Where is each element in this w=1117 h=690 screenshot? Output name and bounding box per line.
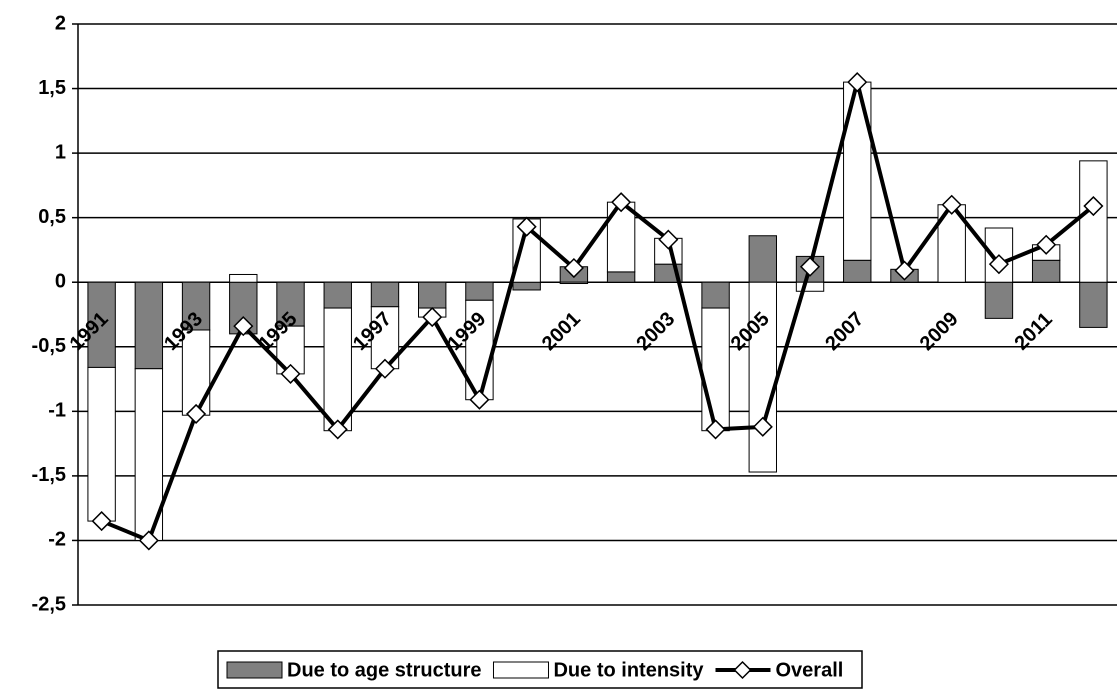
bar [701,307,730,432]
bar [370,306,400,370]
marker [138,530,159,551]
bar [276,281,305,327]
bar [323,307,352,432]
bar [134,281,164,370]
marker [658,229,679,250]
marker [847,72,868,93]
y-tick-label: 0 [55,271,66,293]
legend: Due to age structure Due to intensity Over… [217,650,863,689]
bar [87,366,116,522]
x-tick-label: 2011 [1011,308,1057,354]
y-tick-label: 0,5 [38,206,66,228]
marker [1083,195,1104,217]
y-tick-label: -2,5 [32,593,66,615]
y-tick-label: 1 [55,141,66,163]
bar [748,235,777,283]
marker [91,511,112,532]
marker [941,194,962,215]
bar [984,281,1014,319]
bar [512,281,541,291]
bar [1079,160,1108,283]
bar [795,281,825,292]
bar [559,281,589,285]
marker [988,254,1009,275]
bar [843,259,872,283]
legend-label: Due to age structure [287,659,481,681]
marker [186,403,207,424]
bar [418,281,447,309]
marker [422,307,443,328]
marker [516,216,537,237]
bar [87,281,116,368]
y-tick-label: 1,5 [38,77,66,99]
bar [701,281,730,309]
marker [563,257,584,279]
bar [370,281,400,308]
marker [374,358,396,379]
legend-label: Due to intensity [553,659,704,681]
marker [611,192,632,213]
y-tick-label: -2 [48,529,66,551]
marker [799,256,821,277]
y-tick-label: -1,5 [32,464,66,486]
marker [280,363,301,384]
marker [705,419,726,440]
bar [229,273,258,283]
bar [606,271,636,283]
bar [323,281,352,309]
legend-label: Overall [776,659,844,681]
x-tick-label: 2007 [821,308,868,355]
legend-swatch [226,661,283,679]
legend-swatch [492,661,549,679]
x-tick-label: 2009 [916,308,963,355]
bar [748,281,777,473]
y-tick-label: -1 [48,400,66,422]
marker [327,419,348,440]
marker [469,389,490,410]
bar [843,81,872,261]
legend-marker [733,660,752,680]
marker [752,416,773,437]
marker [1036,234,1057,255]
marker [233,316,254,337]
bar [465,281,494,301]
x-tick-label: 2003 [632,308,679,355]
y-tick-label: -0,5 [32,335,66,357]
bar [1079,281,1108,328]
x-tick-label: 2001 [538,308,585,355]
bar [1031,259,1061,283]
line [100,80,1095,543]
marker [894,260,915,281]
y-tick-label: 2 [55,12,66,34]
